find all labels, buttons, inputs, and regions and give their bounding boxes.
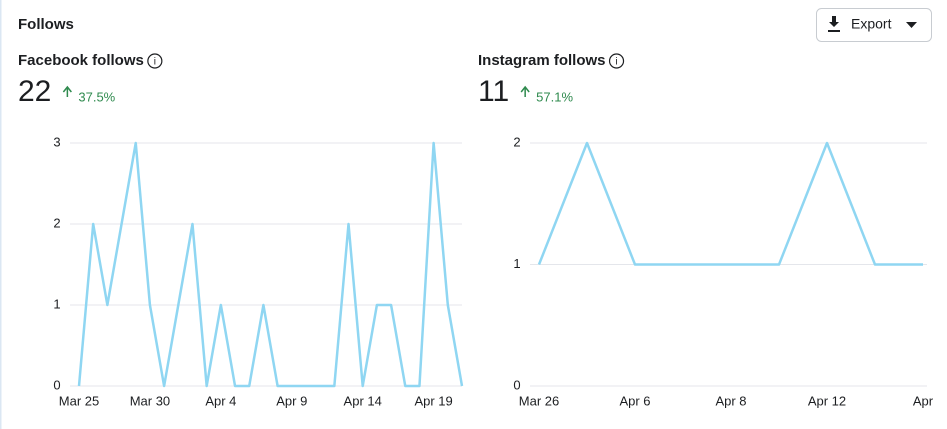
y-tick-label: 1 xyxy=(53,296,60,311)
x-tick-label: Apr xyxy=(913,393,934,408)
x-tick-label: Mar 26 xyxy=(519,393,559,408)
change-value: 57.1% xyxy=(536,89,573,104)
data-line xyxy=(537,141,923,266)
info-icon xyxy=(147,53,163,69)
x-tick-label: Apr 14 xyxy=(344,393,382,408)
section-title: Follows xyxy=(18,16,74,33)
button-label[interactable]: Export xyxy=(851,16,892,32)
y-tick-label: 0 xyxy=(513,377,520,392)
y-tick-label: 0 xyxy=(53,377,60,392)
x-tick-label: Apr 19 xyxy=(414,393,452,408)
chart-title: Instagram follows xyxy=(478,52,606,69)
export-button[interactable]: Export xyxy=(816,8,932,42)
x-tick-label: Apr 12 xyxy=(808,393,846,408)
x-tick-label: Apr 9 xyxy=(276,393,307,408)
dropdown-caret xyxy=(906,22,917,28)
x-tick-label: Mar 25 xyxy=(59,393,99,408)
info-i: i xyxy=(615,57,617,68)
y-tick-label: 3 xyxy=(53,134,60,149)
total-value: 22 xyxy=(18,75,51,108)
y-tick-label: 1 xyxy=(513,256,520,271)
total-value: 11 xyxy=(478,75,509,108)
download-icon xyxy=(828,16,840,32)
change-value: 37.5% xyxy=(78,89,115,104)
x-tick-label: Apr 4 xyxy=(205,393,236,408)
x-tick-label: Apr 8 xyxy=(715,393,746,408)
up-arrow xyxy=(520,85,530,97)
button-frame[interactable] xyxy=(816,8,932,42)
x-tick-label: Apr 6 xyxy=(619,393,650,408)
x-tick-label: Mar 30 xyxy=(130,393,170,408)
y-tick-label: 2 xyxy=(513,134,520,149)
data-line xyxy=(77,141,464,388)
info-icon xyxy=(608,53,625,69)
info-i: i xyxy=(154,57,156,68)
chart-title: Facebook follows xyxy=(18,52,144,69)
y-tick-label: 2 xyxy=(53,215,60,230)
up-arrow xyxy=(62,85,72,97)
